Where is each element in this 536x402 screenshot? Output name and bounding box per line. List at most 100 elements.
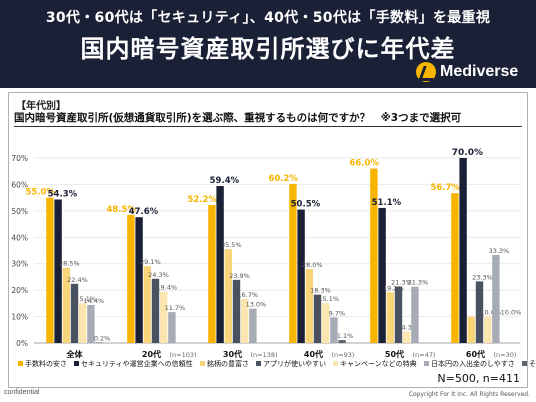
category-label: 30代 xyxy=(223,349,242,359)
data-label: 21.3% xyxy=(391,279,412,287)
bar xyxy=(459,158,467,343)
bar xyxy=(322,303,330,343)
data-label: 56.7% xyxy=(430,183,460,193)
data-label: 1.1% xyxy=(337,332,354,340)
bar xyxy=(475,281,484,343)
data-label: 54.3% xyxy=(48,189,78,199)
survey-question: 国内暗号資産取引所(仮想通貨取引所)を選ぶ際、重視するものは何ですか？ ※3つま… xyxy=(14,111,522,127)
data-label: 33.3% xyxy=(489,247,510,255)
data-label: 52.2% xyxy=(187,195,217,205)
y-tick-label: 10% xyxy=(11,313,28,322)
legend-swatch xyxy=(74,361,79,366)
bar xyxy=(87,304,95,343)
category-label: 60代 xyxy=(466,349,485,359)
y-tick-label: 40% xyxy=(11,233,28,242)
section-label: 【年代別】 xyxy=(16,101,66,112)
bar xyxy=(403,331,411,343)
bar xyxy=(370,168,378,343)
legend-swatch xyxy=(424,361,429,366)
data-label: 55.0% xyxy=(25,188,55,198)
bar xyxy=(249,308,257,343)
data-label: 70.0% xyxy=(452,148,483,158)
legend-swatch xyxy=(333,361,338,366)
bar xyxy=(241,298,249,343)
category-n-label: (n=103) xyxy=(170,351,197,359)
bar xyxy=(79,303,87,343)
bar xyxy=(54,199,62,343)
data-label: 28.5% xyxy=(59,260,80,268)
data-label: 51.1% xyxy=(372,198,402,208)
y-tick-label: 0% xyxy=(16,339,28,348)
legend-swatch xyxy=(522,361,527,366)
mediverse-logo-icon xyxy=(416,62,436,82)
data-label: 23.3% xyxy=(472,273,493,281)
legend-label: 手数料の安さ xyxy=(25,359,67,368)
legend-label: キャンペーンなどの特典 xyxy=(340,359,417,368)
bar xyxy=(451,193,459,343)
bar xyxy=(216,186,224,343)
legend-label: セキュリティや運営企業への信頼性 xyxy=(81,359,193,368)
y-tick-label: 50% xyxy=(11,207,28,216)
legend-label: その他 xyxy=(529,359,536,368)
category-n-label: (n=138) xyxy=(251,351,278,359)
data-label: 4.3% xyxy=(401,324,418,332)
bar xyxy=(46,197,54,343)
data-label: 28.0% xyxy=(302,261,323,269)
category-label: 全体 xyxy=(66,349,84,359)
legend-label: 銘柄の豊富さ xyxy=(207,359,249,368)
data-label: 15.1% xyxy=(318,295,339,303)
data-label: 19.4% xyxy=(156,284,177,292)
legend-swatch xyxy=(200,361,205,366)
data-label: 9.7% xyxy=(329,309,346,317)
logo: Mediverse xyxy=(416,62,518,82)
sample-size-note: N=500, n=411 xyxy=(437,372,520,385)
chart-panel xyxy=(8,92,528,388)
data-label: 13.0% xyxy=(246,301,267,309)
header-banner xyxy=(0,0,536,88)
data-label: 11.7% xyxy=(165,304,186,312)
y-tick-label: 70% xyxy=(11,154,28,163)
data-label: 10.0% xyxy=(480,309,501,317)
bar xyxy=(313,294,322,343)
bar xyxy=(135,217,143,343)
bar xyxy=(168,312,176,343)
logo-text: Mediverse xyxy=(440,63,519,80)
bar xyxy=(411,286,419,343)
bar xyxy=(208,205,216,343)
category-n-label: (n=30) xyxy=(494,351,517,359)
data-label: 21.3% xyxy=(408,279,429,287)
data-label: 24.3% xyxy=(148,271,169,279)
legend-swatch xyxy=(18,361,23,366)
data-label: 15.1% xyxy=(75,295,96,303)
data-label: 0.2% xyxy=(94,334,111,342)
data-label: 60.2% xyxy=(268,174,298,184)
bar xyxy=(330,317,338,343)
bar xyxy=(484,316,492,343)
bar xyxy=(224,249,232,343)
bar xyxy=(297,209,305,343)
bar xyxy=(143,266,151,343)
bar xyxy=(62,267,70,343)
y-tick-label: 30% xyxy=(11,260,28,269)
legend-label: アプリが使いやすい xyxy=(263,359,326,368)
category-label: 40代 xyxy=(304,349,323,359)
bar xyxy=(289,183,297,343)
data-label: 50.5% xyxy=(291,200,321,210)
bar xyxy=(160,291,168,343)
legend-swatch xyxy=(256,361,261,366)
data-label: 18.3% xyxy=(310,287,331,295)
data-label: 10.0% xyxy=(501,309,522,317)
data-label: 35.5% xyxy=(221,241,242,249)
data-label: 48.5% xyxy=(106,205,136,215)
data-label: 47.6% xyxy=(129,207,159,217)
data-label: 59.4% xyxy=(210,176,240,186)
category-label: 20代 xyxy=(142,349,161,359)
bar xyxy=(386,292,394,343)
data-label: 66.0% xyxy=(349,159,379,169)
bar xyxy=(95,342,103,344)
page-title: 国内暗号資産取引所選びに年代差 xyxy=(80,35,456,63)
data-label: 23.9% xyxy=(229,272,250,280)
data-label: 29.1% xyxy=(140,258,161,266)
